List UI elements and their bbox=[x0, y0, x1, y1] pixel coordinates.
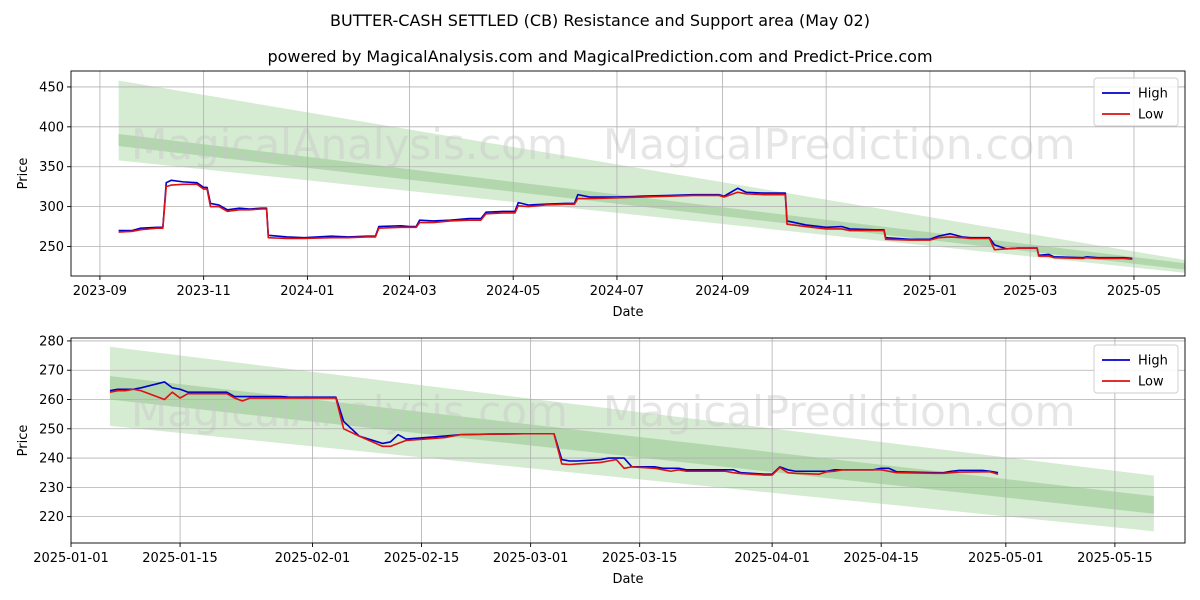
x-tick-label: 2024-05 bbox=[486, 284, 540, 299]
y-axis-label: Price bbox=[16, 158, 31, 190]
top-panel: MagicalAnalysis.com MagicalPrediction.com… bbox=[16, 70, 1186, 320]
x-tick-label: 2025-01-15 bbox=[142, 551, 218, 566]
watermark-magicalprediction: MagicalPrediction.com bbox=[603, 120, 1076, 169]
resistance-support-band-outer bbox=[118, 80, 1185, 273]
series-line-low bbox=[109, 388, 999, 476]
watermark-magicalanalysis: MagicalAnalysis.com bbox=[131, 120, 568, 169]
x-tick-label: 2025-03-01 bbox=[493, 551, 569, 566]
y-tick-label: 250 bbox=[39, 240, 64, 255]
y-tick-label: 400 bbox=[39, 120, 64, 135]
x-tick-label: 2025-03-15 bbox=[602, 551, 678, 566]
watermark-magicalprediction: MagicalPrediction.com bbox=[603, 387, 1076, 436]
chart-title: BUTTER-CASH SETTLED (CB) Resistance and … bbox=[330, 11, 870, 30]
x-tick-label: 2024-11 bbox=[799, 284, 853, 299]
x-tick-label: 2025-01-01 bbox=[33, 551, 109, 566]
x-tick-label: 2025-05-01 bbox=[968, 551, 1044, 566]
chart-subtitle: powered by MagicalAnalysis.com and Magic… bbox=[267, 47, 932, 66]
x-tick-label: 2024-09 bbox=[695, 284, 749, 299]
x-axis-label: Date bbox=[612, 305, 643, 320]
x-tick-label: 2025-04-15 bbox=[843, 551, 919, 566]
resistance-support-band-inner bbox=[118, 134, 1185, 270]
y-tick-label: 450 bbox=[39, 80, 64, 95]
legend-label-low: Low bbox=[1138, 108, 1164, 123]
y-tick-label: 240 bbox=[39, 452, 64, 467]
resistance-support-band-inner bbox=[109, 376, 1154, 514]
x-tick-label: 2023-09 bbox=[73, 284, 127, 299]
x-tick-label: 2025-02-01 bbox=[275, 551, 351, 566]
x-tick-label: 2025-05 bbox=[1107, 284, 1161, 299]
y-tick-label: 220 bbox=[39, 510, 64, 525]
x-tick-label: 2024-03 bbox=[382, 284, 436, 299]
x-tick-label: 2025-05-15 bbox=[1077, 551, 1153, 566]
x-tick-label: 2025-01 bbox=[903, 284, 957, 299]
y-tick-label: 230 bbox=[39, 481, 64, 496]
legend: High Low bbox=[1093, 344, 1179, 394]
legend-label-low: Low bbox=[1138, 375, 1164, 390]
legend-label-high: High bbox=[1138, 87, 1168, 102]
y-tick-label: 260 bbox=[39, 393, 64, 408]
legend-label-high: High bbox=[1138, 354, 1168, 369]
legend-box bbox=[1093, 77, 1179, 127]
axes-frame bbox=[70, 337, 1186, 544]
x-tick-label: 2023-11 bbox=[176, 284, 230, 299]
y-axis-label: Price bbox=[16, 425, 31, 457]
y-tick-label: 250 bbox=[39, 422, 64, 437]
x-tick-label: 2025-02-15 bbox=[384, 551, 460, 566]
y-tick-label: 280 bbox=[39, 334, 64, 349]
legend-box bbox=[1093, 344, 1179, 394]
x-tick-label: 2024-07 bbox=[590, 284, 644, 299]
x-tick-label: 2025-03 bbox=[1003, 284, 1057, 299]
x-tick-label: 2025-04-01 bbox=[734, 551, 810, 566]
x-axis-label: Date bbox=[612, 572, 643, 587]
axes-frame bbox=[70, 70, 1186, 277]
legend: High Low bbox=[1093, 77, 1179, 127]
x-tick-label: 2024-01 bbox=[280, 284, 334, 299]
bottom-panel: MagicalAnalysis.com MagicalPrediction.com… bbox=[16, 334, 1186, 587]
y-tick-label: 300 bbox=[39, 200, 64, 215]
y-tick-label: 350 bbox=[39, 160, 64, 175]
series-line-low bbox=[118, 183, 1133, 261]
y-tick-label: 270 bbox=[39, 364, 64, 379]
